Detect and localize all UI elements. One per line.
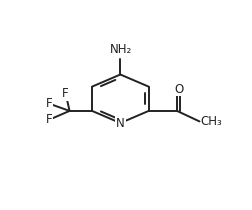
Text: F: F bbox=[46, 97, 52, 110]
Text: F: F bbox=[62, 87, 69, 100]
Text: CH₃: CH₃ bbox=[200, 115, 222, 128]
Text: F: F bbox=[46, 113, 52, 126]
Text: O: O bbox=[174, 83, 183, 96]
Text: NH₂: NH₂ bbox=[110, 43, 133, 56]
Text: N: N bbox=[116, 117, 125, 130]
